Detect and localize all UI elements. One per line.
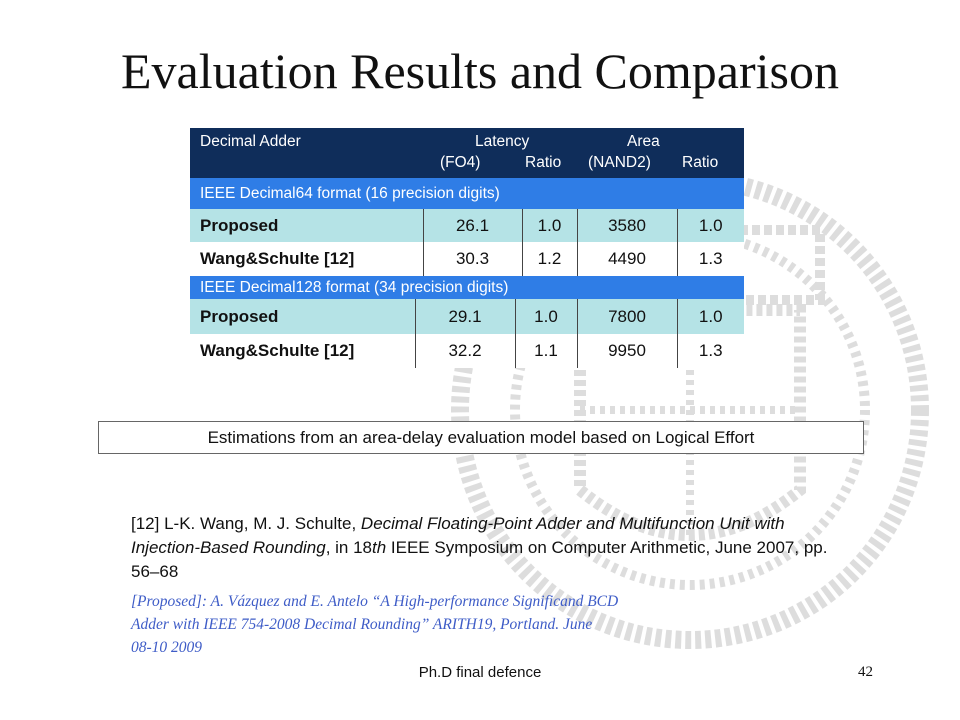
table-row: Wang&Schulte [12] 30.3 1.2 4490 1.3 xyxy=(190,242,744,276)
row-name: Proposed xyxy=(190,299,416,334)
section-decimal128: IEEE Decimal128 format (34 precision dig… xyxy=(190,276,744,299)
slide-title: Evaluation Results and Comparison xyxy=(121,43,839,99)
reference-12: [12] L-K. Wang, M. J. Schulte, Decimal F… xyxy=(131,512,831,584)
slide-footer: Ph.D final defence xyxy=(418,664,542,681)
cell-area: 7800 xyxy=(577,299,678,334)
ref12-authors: [12] L-K. Wang, M. J. Schulte, xyxy=(131,514,361,533)
header-latency-unit: (FO4) xyxy=(440,154,481,171)
cell-area: 9950 xyxy=(577,334,678,368)
header-decimal-adder: Decimal Adder xyxy=(200,133,301,150)
cell-latency-ratio: 1.0 xyxy=(522,209,578,242)
cell-latency-ratio: 1.1 xyxy=(515,334,578,368)
cell-latency: 29.1 xyxy=(415,299,516,334)
header-area-unit: (NAND2) xyxy=(588,154,651,171)
ref12-ordinal: th xyxy=(372,538,387,557)
cell-latency-ratio: 1.2 xyxy=(522,242,578,276)
reference-proposed: [Proposed]: A. Vázquez and E. Antelo “A … xyxy=(131,590,811,659)
cell-latency: 26.1 xyxy=(423,209,523,242)
ref12-venue: , in 18 xyxy=(325,538,372,557)
cell-area: 3580 xyxy=(577,209,678,242)
cell-area-ratio: 1.0 xyxy=(677,299,744,334)
row-name: Proposed xyxy=(190,209,424,242)
estimation-note: Estimations from an area-delay evaluatio… xyxy=(98,421,864,454)
cell-area: 4490 xyxy=(577,242,678,276)
cell-latency: 30.3 xyxy=(423,242,523,276)
table-row: Wang&Schulte [12] 32.2 1.1 9950 1.3 xyxy=(190,334,744,368)
cell-area-ratio: 1.3 xyxy=(677,242,744,276)
section-decimal64: IEEE Decimal64 format (16 precision digi… xyxy=(190,178,744,209)
ref-proposed-line: 08-10 2009 xyxy=(131,639,203,656)
ref-proposed-line: [Proposed]: A. Vázquez and E. Antelo “A … xyxy=(131,593,619,610)
results-table: Decimal Adder Latency Area (FO4) Ratio (… xyxy=(190,128,744,368)
decimal128-rows: Proposed 29.1 1.0 7800 1.0 Wang&Schulte … xyxy=(190,299,744,368)
row-name: Wang&Schulte [12] xyxy=(190,242,424,276)
cell-area-ratio: 1.3 xyxy=(677,334,744,368)
header-area-ratio: Ratio xyxy=(682,154,719,171)
page-number: 42 xyxy=(858,664,873,680)
table-header: Decimal Adder Latency Area (FO4) Ratio (… xyxy=(190,128,744,178)
header-latency-ratio: Ratio xyxy=(525,154,562,171)
table-row: Proposed 29.1 1.0 7800 1.0 xyxy=(190,299,744,334)
decimal64-rows: Proposed 26.1 1.0 3580 1.0 Wang&Schulte … xyxy=(190,209,744,276)
cell-latency-ratio: 1.0 xyxy=(515,299,578,334)
header-area: Area xyxy=(627,133,660,150)
cell-latency: 32.2 xyxy=(415,334,516,368)
header-latency: Latency xyxy=(475,133,530,150)
ref12-details: IEEE Symposium on Computer Arithmetic, J… xyxy=(131,538,828,581)
table-row: Proposed 26.1 1.0 3580 1.0 xyxy=(190,209,744,242)
row-name: Wang&Schulte [12] xyxy=(190,334,416,368)
cell-area-ratio: 1.0 xyxy=(677,209,744,242)
ref12-title: Decimal Floating-Point Adder and Multifu… xyxy=(131,514,785,557)
ref-proposed-line: Adder with IEEE 754-2008 Decimal Roundin… xyxy=(131,616,593,633)
